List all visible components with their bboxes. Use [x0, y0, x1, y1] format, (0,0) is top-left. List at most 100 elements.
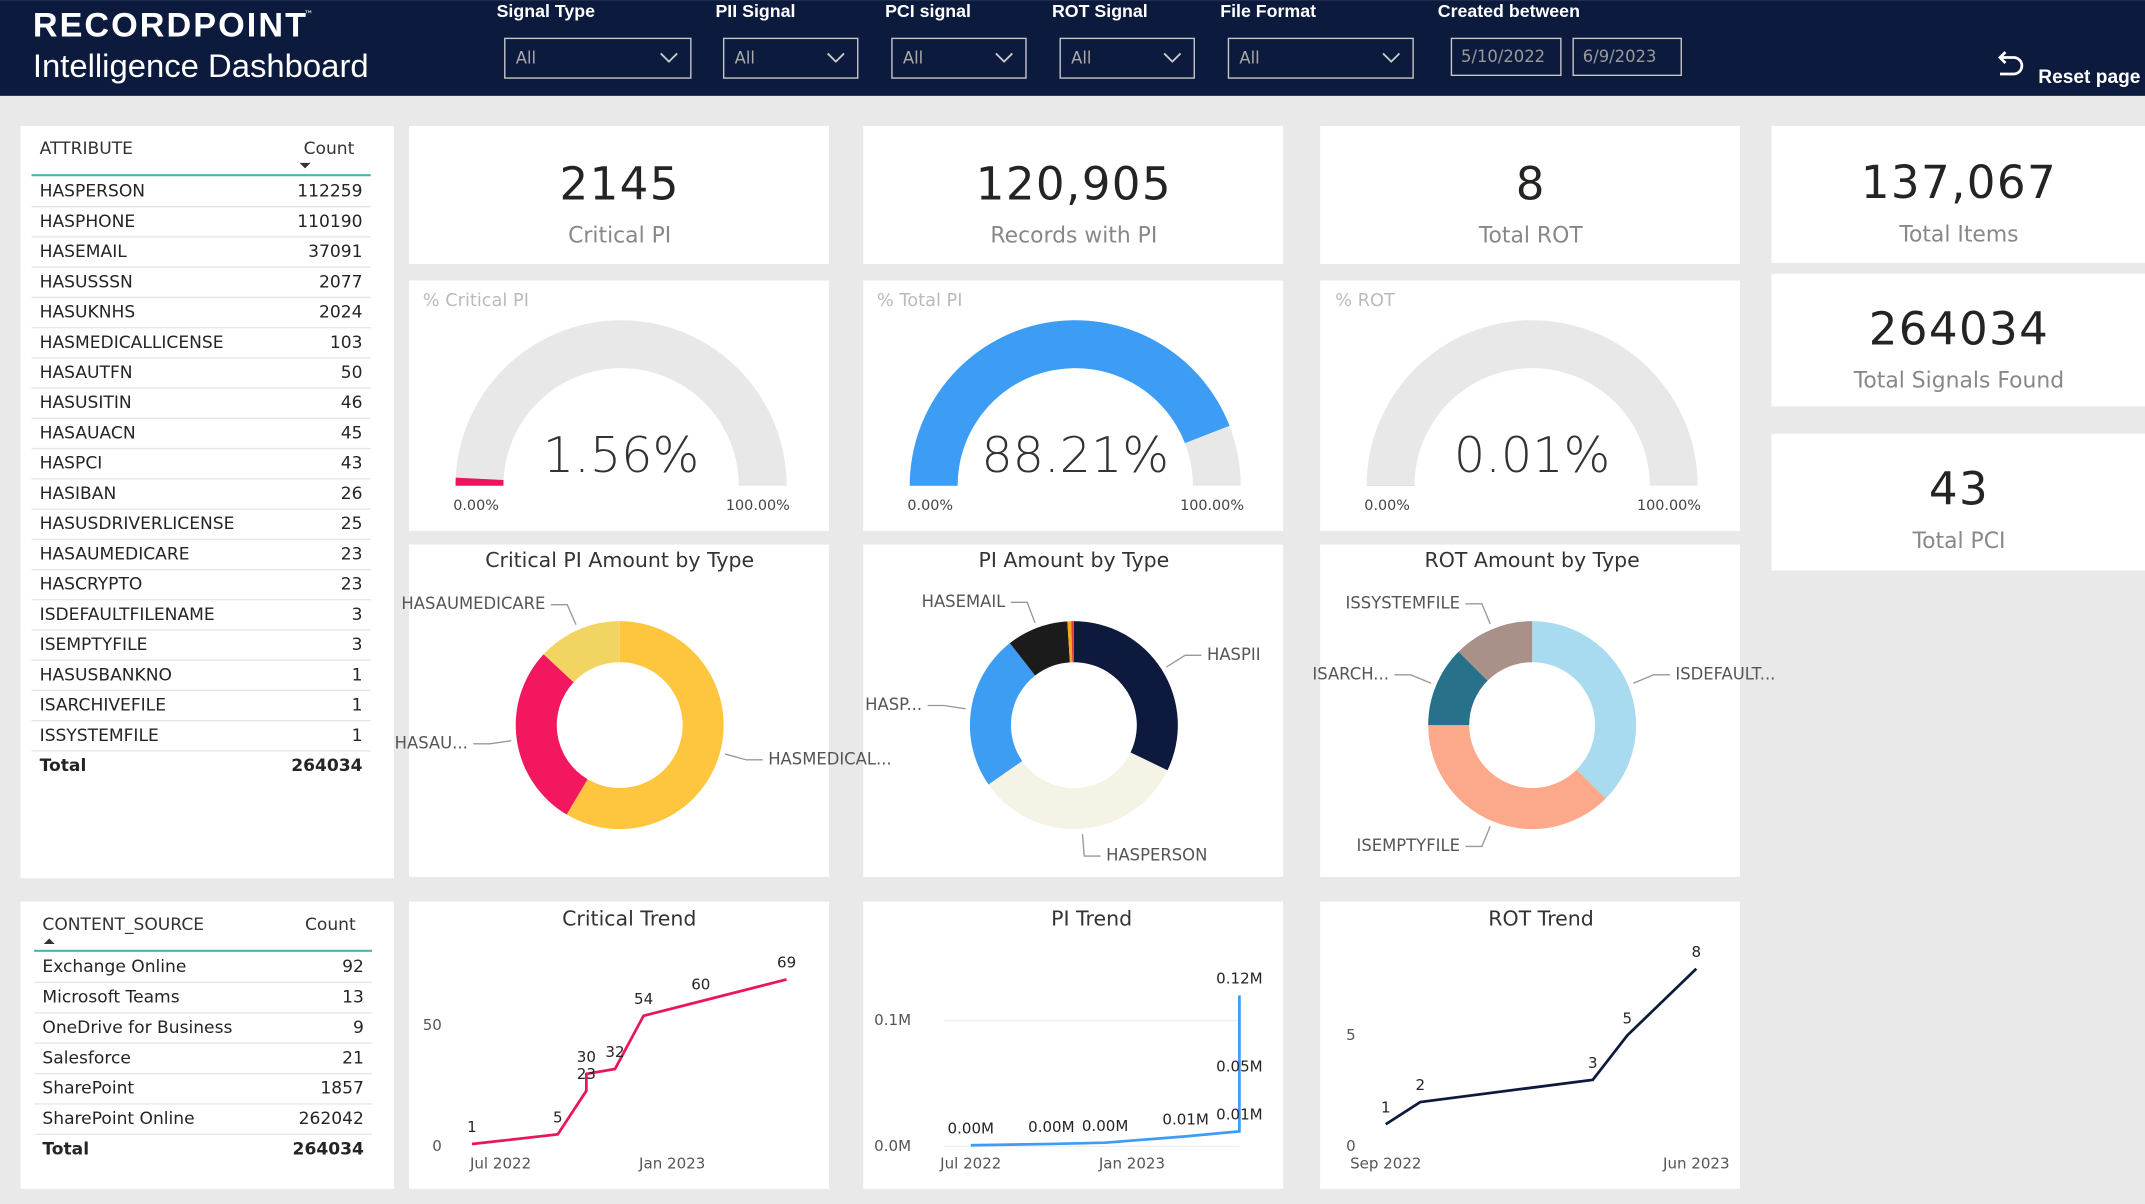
column-header: ATTRIBUTE [40, 139, 133, 159]
filter-label: Signal Type [497, 1, 596, 21]
cell: 26 [341, 484, 363, 504]
cell: HASPERSON [40, 182, 145, 202]
data-label: 0.12M [1216, 970, 1262, 988]
donut-label: HASP... [865, 695, 922, 714]
donut-label: HASAU... [395, 733, 468, 752]
column-header: Count [304, 139, 355, 159]
dropdown[interactable] [504, 37, 692, 79]
cell: 9 [353, 1018, 364, 1038]
card [409, 901, 829, 1189]
gauge-label: 0.01% [1454, 426, 1610, 484]
total-value: 264034 [291, 756, 362, 776]
data-label: 1 [467, 1118, 477, 1136]
gauge-max: 100.00% [726, 498, 790, 514]
gauge-track [455, 320, 787, 486]
cell: HASEMAIL [40, 242, 128, 262]
kpi-value: 264034 [1869, 303, 2049, 356]
dropdown[interactable] [1227, 37, 1414, 79]
kpi-value: 120,905 [976, 158, 1172, 211]
cell: HASIBAN [40, 484, 117, 504]
leader-line [1081, 834, 1101, 857]
data-label: 69 [777, 954, 796, 972]
cell: OneDrive for Business [42, 1018, 232, 1038]
data-label: 5 [553, 1108, 563, 1126]
dropdown-value: All [1071, 48, 1091, 67]
cell: 13 [342, 988, 364, 1008]
kpi-caption: Total Items [1898, 222, 2018, 247]
card [1320, 125, 1741, 265]
cell: Microsoft Teams [42, 988, 179, 1008]
card [1771, 433, 2145, 571]
cell: 112259 [297, 182, 362, 202]
dropdown[interactable] [891, 37, 1027, 79]
date-value: 6/9/2023 [1583, 47, 1657, 66]
donut-label: HASPERSON [1106, 846, 1207, 865]
kpi-caption: Records with PI [990, 224, 1157, 249]
reset-icon[interactable] [1998, 51, 2024, 76]
y-tick-label: 0 [1346, 1137, 1356, 1155]
data-label: 0.01M [1216, 1105, 1262, 1123]
x-tick-label: Jul 2022 [469, 1155, 531, 1173]
cell: HASPCI [40, 454, 103, 474]
donut-slice [543, 621, 620, 683]
donut-slice [1458, 621, 1533, 681]
gauge-max: 100.00% [1180, 498, 1244, 514]
leader-line [473, 740, 512, 745]
donut-label: ISDEFAULT... [1675, 664, 1775, 683]
cell: 1 [352, 696, 363, 716]
kpi-value: 8 [1516, 158, 1546, 211]
cell: HASAUACN [40, 423, 136, 443]
cell: HASAUMEDICARE [40, 544, 190, 564]
cell: 262042 [299, 1109, 364, 1129]
leader-line [550, 604, 577, 626]
leader-line [1166, 654, 1202, 668]
data-label: 60 [691, 975, 710, 993]
data-label: 0.01M [1162, 1110, 1208, 1128]
cell: 1857 [320, 1079, 363, 1099]
cell: 3 [352, 635, 363, 655]
column-header: CONTENT_SOURCE [42, 915, 204, 935]
donut-label: HASPII [1207, 645, 1261, 664]
card [863, 125, 1284, 265]
leader-line [1632, 674, 1670, 684]
data-label: 8 [1692, 943, 1702, 961]
cell: ISEMPTYFILE [40, 635, 148, 655]
donut-slice [1073, 621, 1178, 771]
sort-arrow [299, 162, 311, 169]
gauge-title: % ROT [1335, 290, 1395, 311]
kpi-value: 43 [1929, 463, 1989, 516]
data-label: 1 [1381, 1098, 1391, 1116]
gauge-max: 100.00% [1637, 498, 1701, 514]
donut-slice [566, 621, 724, 830]
cell: SharePoint [42, 1079, 134, 1099]
total-label: Total [42, 1139, 89, 1159]
date-input[interactable] [1450, 37, 1562, 77]
cell: 1 [352, 726, 363, 746]
donut-slice [1067, 621, 1073, 663]
trend-line [471, 978, 787, 1146]
card [1320, 901, 1741, 1189]
cell: 25 [341, 514, 363, 534]
chevron [1382, 52, 1401, 63]
date-value: 5/10/2022 [1461, 47, 1545, 66]
cell: ISARCHIVEFILE [40, 696, 166, 716]
x-tick-label: Jul 2022 [939, 1155, 1001, 1173]
leader-line [1465, 603, 1491, 625]
trend-title: PI Trend [1051, 906, 1132, 930]
kpi-value: 2145 [560, 158, 680, 211]
x-tick-label: Jan 2023 [1098, 1155, 1165, 1173]
y-tick-label: 50 [423, 1016, 442, 1034]
gauge-value [909, 320, 1230, 486]
card [20, 901, 394, 1189]
cell: ISDEFAULTFILENAME [40, 605, 215, 625]
total-label: Total [40, 756, 87, 776]
date-input[interactable] [1572, 37, 1682, 77]
reset-button[interactable]: Reset page [2038, 67, 2140, 88]
dropdown[interactable] [1059, 37, 1195, 79]
card [409, 280, 829, 531]
donut-slice [1428, 651, 1488, 726]
dropdown[interactable] [722, 37, 859, 79]
card [1771, 273, 2145, 407]
data-label: 54 [634, 990, 653, 1008]
